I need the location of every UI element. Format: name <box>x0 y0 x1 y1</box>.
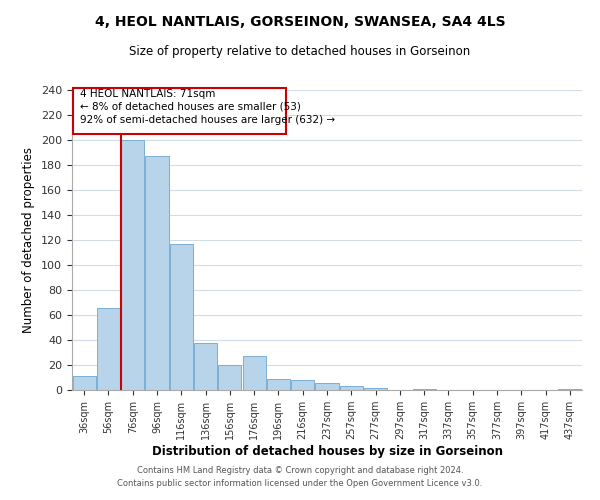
Bar <box>267 379 290 390</box>
Bar <box>170 244 193 390</box>
Bar <box>291 380 314 390</box>
Bar <box>194 342 217 390</box>
Bar <box>145 156 169 390</box>
Bar <box>218 365 241 390</box>
X-axis label: Distribution of detached houses by size in Gorseinon: Distribution of detached houses by size … <box>151 445 503 458</box>
Bar <box>340 386 363 390</box>
Text: 4 HEOL NANTLAIS: 71sqm
← 8% of detached houses are smaller (53)
92% of semi-deta: 4 HEOL NANTLAIS: 71sqm ← 8% of detached … <box>80 89 335 125</box>
Bar <box>316 382 338 390</box>
Bar <box>413 389 436 390</box>
Bar <box>364 388 387 390</box>
Bar <box>97 308 120 390</box>
FancyBboxPatch shape <box>73 88 286 134</box>
Text: Contains HM Land Registry data © Crown copyright and database right 2024.
Contai: Contains HM Land Registry data © Crown c… <box>118 466 482 487</box>
Bar <box>121 140 144 390</box>
Text: Size of property relative to detached houses in Gorseinon: Size of property relative to detached ho… <box>130 45 470 58</box>
Text: 4, HEOL NANTLAIS, GORSEINON, SWANSEA, SA4 4LS: 4, HEOL NANTLAIS, GORSEINON, SWANSEA, SA… <box>95 15 505 29</box>
Y-axis label: Number of detached properties: Number of detached properties <box>22 147 35 333</box>
Bar <box>73 376 95 390</box>
Bar <box>242 356 266 390</box>
Bar <box>559 389 581 390</box>
